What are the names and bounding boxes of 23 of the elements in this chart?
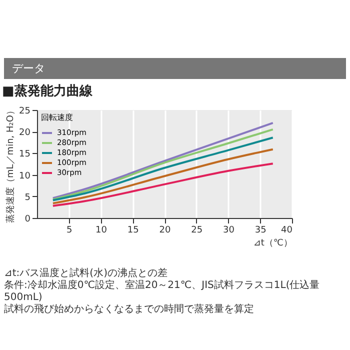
x-tick-label: 40 (281, 226, 293, 236)
chart-title: データ (4, 58, 346, 79)
x-tick-label: 25 (191, 226, 203, 236)
y-axis-title: 蒸発速度（mL／min, H₂O） (5, 106, 16, 223)
y-tick-label: 0 (24, 214, 31, 224)
x-tick-label: 15 (127, 226, 139, 236)
x-tick-label: 35 (254, 226, 266, 236)
text: ⊿t:バス温度と試料(水)の沸点との差 (4, 268, 168, 280)
text: 試料の飛び始めからなくなるまでの時間で蒸発量を算定 (4, 304, 255, 316)
legend-title: 回転速度 (41, 113, 73, 122)
x-tick-label: 20 (159, 226, 171, 236)
x-tick-label: 10 (96, 226, 108, 236)
y-tick-label: 20 (19, 128, 31, 138)
y-tick-label: 5 (24, 192, 30, 203)
y-tick-label: 25 (19, 106, 30, 116)
x-axis-title: ⊿t（℃） (253, 238, 292, 248)
y-tick-label: 10 (19, 171, 31, 182)
y-tick-label: 15 (19, 150, 30, 160)
x-tick-label: 5 (66, 226, 72, 236)
text: 条件:冷却水温度0℃設定、室温20～21℃、JIS試料フラスコ1L(仕込量500mL) (4, 280, 321, 304)
line-series (52, 148, 274, 204)
x-tick-label: 30 (223, 226, 235, 236)
chart-subtitle: ■蒸発能力曲線 (2, 83, 94, 100)
